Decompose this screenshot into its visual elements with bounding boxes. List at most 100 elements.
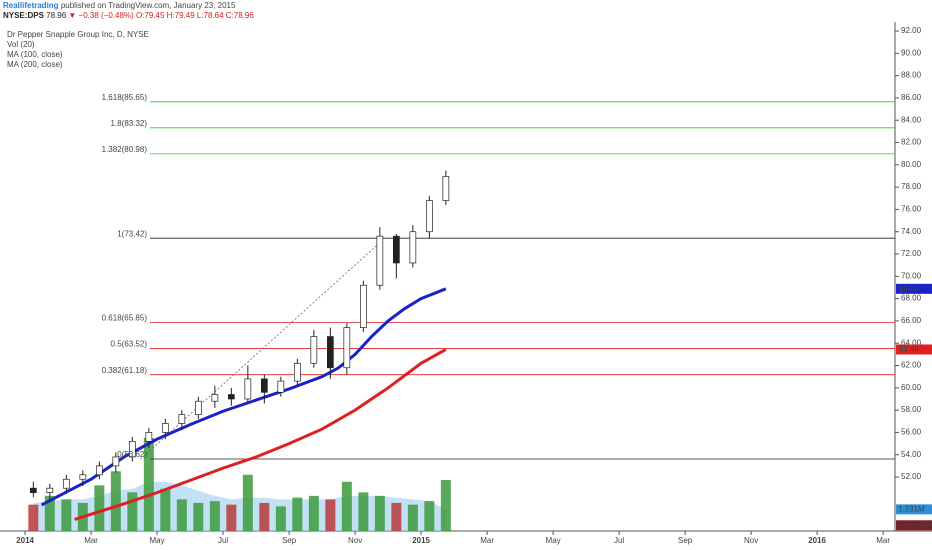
plot-area xyxy=(28,101,895,531)
candle-body xyxy=(194,400,202,415)
y-tick-label: 54.00 xyxy=(901,450,922,459)
volume-bar xyxy=(110,471,121,531)
volume-bar xyxy=(292,497,303,531)
price-tag xyxy=(896,344,932,355)
x-tick-label: Nov xyxy=(744,536,758,545)
y-tick-label: 82.00 xyxy=(901,138,922,147)
trendline xyxy=(140,237,386,460)
candle-body xyxy=(359,284,367,328)
price-tag xyxy=(896,283,932,294)
y-tick-label: 72.00 xyxy=(901,249,922,258)
y-tick-label: 84.00 xyxy=(901,115,922,124)
header-line: Reallifetrading published on TradingView… xyxy=(3,1,236,10)
x-tick-label: Mar xyxy=(876,536,890,545)
fib-label: 1.618(85.65) xyxy=(102,93,148,102)
quote-line: NYSE:DPS 78.96 ▼ −0.38 (−0.48%) O:79.45 … xyxy=(3,11,254,20)
legend-entry: Vol (20) xyxy=(7,40,35,49)
x-tick-label: 2015 xyxy=(412,536,430,545)
legend-entry: MA (100, close) xyxy=(7,50,63,59)
x-tick-label: Mar xyxy=(480,536,494,545)
y-tick-label: 68.00 xyxy=(901,294,922,303)
legend-entry: MA (200, close) xyxy=(7,60,63,69)
candle-body xyxy=(425,200,433,233)
author: Reallifetrading xyxy=(3,1,59,10)
fib-label: 0.618(65.85) xyxy=(102,314,148,323)
volume-bar xyxy=(160,488,171,531)
candle-body xyxy=(29,487,37,493)
volume-tag xyxy=(896,504,932,515)
volume-bar xyxy=(308,495,319,531)
candle-body xyxy=(145,432,153,442)
volume-bar xyxy=(341,481,352,531)
price-tag-label: 63.44 xyxy=(899,345,920,354)
candle-body xyxy=(326,336,334,369)
y-tick-label: 64.00 xyxy=(901,338,922,347)
ohlc: O:79.45 H:79.49 L:78.64 C:78.96 xyxy=(136,11,254,20)
volume-bar xyxy=(259,502,270,531)
fib-label: 0(53.62) xyxy=(117,450,147,459)
x-tick-label: Sep xyxy=(678,536,693,545)
candle-body xyxy=(128,441,136,458)
x-tick-label: Nov xyxy=(348,536,362,545)
volume-bar xyxy=(391,502,402,531)
x-tick-label: Jul xyxy=(614,536,624,545)
x-tick-label: Jul xyxy=(218,536,228,545)
volume-bar xyxy=(275,506,286,531)
x-tick-label: Sep xyxy=(282,536,297,545)
volume-bar xyxy=(193,502,204,531)
volume-bar xyxy=(325,499,336,531)
volume-bar xyxy=(374,495,385,531)
volume-bar xyxy=(44,495,55,531)
volume-bar xyxy=(209,501,220,531)
candle-body xyxy=(376,235,384,286)
y-tick-label: 52.00 xyxy=(901,472,922,481)
volume-tag-label: 1.231M xyxy=(898,504,925,513)
volume-bar xyxy=(407,504,418,531)
candle-body xyxy=(244,378,252,400)
change: ▼ −0.38 (−0.48%) xyxy=(68,11,134,20)
published: published on TradingView.com, January 23… xyxy=(61,1,236,10)
volume-tag xyxy=(896,520,932,531)
y-tick-label: 60.00 xyxy=(901,383,922,392)
y-tick-label: 56.00 xyxy=(901,428,922,437)
candle-body xyxy=(277,380,285,393)
candle-body xyxy=(211,394,219,402)
candle-body xyxy=(112,456,120,467)
fib-label: 0.5(63.52) xyxy=(111,340,148,349)
y-tick-label: 88.00 xyxy=(901,71,922,80)
volume-bar xyxy=(61,499,72,531)
moving-average xyxy=(40,287,447,507)
y-tick-label: 70.00 xyxy=(901,271,922,280)
candle-body xyxy=(442,176,450,201)
volume-bar xyxy=(28,504,39,531)
candle-body xyxy=(178,414,186,424)
y-tick-label: 74.00 xyxy=(901,227,922,236)
y-tick-label: 76.00 xyxy=(901,205,922,214)
candle-body xyxy=(161,423,169,433)
y-tick-label: 62.00 xyxy=(901,361,922,370)
y-tick-label: 78.00 xyxy=(901,182,922,191)
volume-bar xyxy=(127,492,138,531)
volume-bar xyxy=(176,499,187,531)
volume-bar xyxy=(358,492,369,531)
price-tag-label: 68.88 xyxy=(899,284,920,293)
fib-label: 0.382(61.18) xyxy=(102,366,148,375)
fib-label: 1(73.42) xyxy=(117,229,147,238)
candle-body xyxy=(260,378,268,393)
candle-body xyxy=(392,235,400,264)
candle-body xyxy=(310,336,318,364)
fib-label: 1.382(80.98) xyxy=(102,145,148,154)
y-tick-label: 86.00 xyxy=(901,93,922,102)
x-tick-label: May xyxy=(546,536,561,545)
x-tick-label: Mar xyxy=(84,536,98,545)
volume-bar xyxy=(226,504,237,531)
fib-label: 1.8(83.32) xyxy=(111,119,148,128)
y-tick-label: 92.00 xyxy=(901,26,922,35)
y-tick-label: 58.00 xyxy=(901,405,922,414)
candle-body xyxy=(46,487,54,493)
candle-body xyxy=(227,394,235,400)
candle-body xyxy=(293,362,301,382)
volume-bar xyxy=(143,437,154,531)
